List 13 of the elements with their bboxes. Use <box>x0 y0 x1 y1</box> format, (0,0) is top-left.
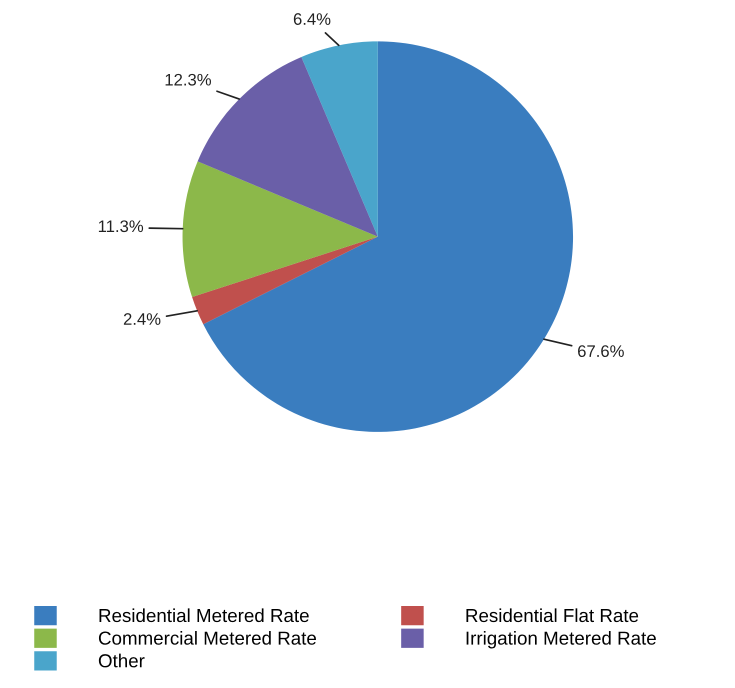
data-label: 11.3% <box>98 220 144 232</box>
legend-label: Irrigation Metered Rate <box>466 631 656 648</box>
legend-label: Residential Metered Rate <box>100 608 309 622</box>
data-label: 6.4% <box>294 13 330 25</box>
legend-label: Residential Flat Rate <box>466 608 638 622</box>
legend-label: Commercial Metered Rate <box>98 631 316 645</box>
pie-slice <box>182 161 378 298</box>
legend-label: Other <box>98 654 145 668</box>
pie-slice <box>192 236 378 324</box>
pie-slice <box>301 41 378 237</box>
data-label: 12.3% <box>166 74 211 86</box>
data-label: 2.4% <box>124 313 160 325</box>
data-label: 67.6% <box>578 345 624 358</box>
